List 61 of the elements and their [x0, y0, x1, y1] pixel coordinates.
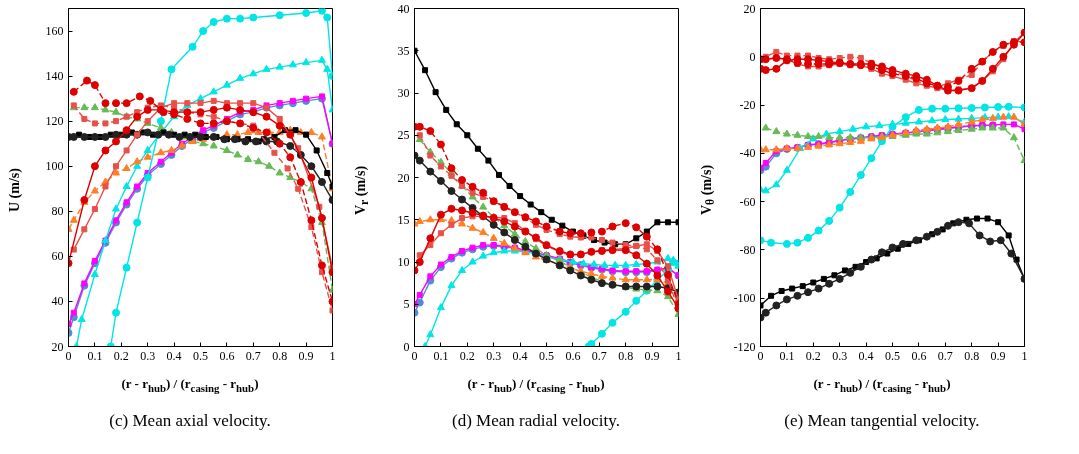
- y-tick-label: -20: [739, 98, 756, 113]
- y-tick-label: -100: [733, 291, 756, 306]
- x-tick-label: 0.9: [990, 348, 1006, 363]
- x-tick-label: 0.5: [885, 348, 900, 363]
- x-tick-label: 0.3: [832, 348, 848, 363]
- x-tick-label: 0.3: [140, 348, 156, 363]
- text: (d) Mean radial velocity.: [452, 410, 620, 432]
- x-axis-title: (r - r$_{hub}$) / (r$_{casing}$ - r$_{hub}$): [813, 375, 951, 396]
- x-axis-title: (r - r$_{hub}$) / (r$_{casing}$ - r$_{hub}$): [467, 375, 605, 396]
- x-axis-title: (r - r$_{hub}$) / (r$_{casing}$ - r$_{hub}$): [121, 375, 259, 396]
- y-tick-label: 40: [397, 1, 410, 16]
- y-tick-label: 35: [397, 43, 410, 58]
- text: (c) Mean axial velocity.: [109, 410, 271, 432]
- x-tick-label: 0.9: [298, 348, 314, 363]
- x-tick-label: 0.2: [805, 348, 821, 363]
- text: (e) Mean tangential velocity.: [784, 410, 980, 432]
- y-tick-label: 30: [397, 86, 410, 100]
- y-tick-label: -120: [733, 339, 756, 354]
- x-tick-label: 0.8: [272, 348, 288, 363]
- y-tick-label: 15: [397, 212, 410, 227]
- x-tick-label: 0.7: [591, 348, 607, 363]
- x-tick-label: 1: [329, 348, 336, 363]
- y-tick-label: 5: [403, 297, 410, 312]
- x-tick-label: 0.7: [245, 348, 261, 363]
- y-tick-label: 40: [51, 294, 64, 309]
- y-tick-label: 100: [45, 159, 64, 174]
- y-tick-label: 20: [397, 170, 410, 185]
- x-tick-label: 0.6: [565, 348, 581, 363]
- x-tick-label: 0.4: [166, 348, 182, 363]
- y-tick-label: 140: [45, 69, 64, 84]
- x-tick-label: 0.4: [858, 348, 874, 363]
- x-tick-label: 0.1: [87, 348, 103, 363]
- x-tick-label: 0.5: [193, 348, 208, 363]
- y-tick-label: 80: [51, 204, 64, 219]
- x-tick-label: 0.3: [486, 348, 502, 363]
- y-axis-title: U (m/s): [6, 168, 23, 212]
- y-tick-label: 10: [397, 255, 410, 269]
- y-tick-label: 160: [45, 24, 64, 39]
- x-tick-label: 1: [675, 348, 682, 363]
- x-tick-label: 0.7: [937, 348, 953, 363]
- y-tick-label: 60: [51, 249, 64, 264]
- x-tick-label: 0.6: [911, 348, 927, 363]
- x-tick-label: 0.2: [113, 348, 129, 363]
- x-tick-label: 0.2: [459, 348, 475, 363]
- y-tick-label: 20: [743, 1, 756, 16]
- y-tick-label: 20: [51, 339, 64, 354]
- x-tick-label: 0.8: [618, 348, 634, 363]
- y-tick-label: -60: [739, 194, 756, 209]
- x-tick-label: 1: [1021, 348, 1028, 363]
- y-tick-label: 120: [45, 114, 64, 129]
- x-tick-label: 0.1: [779, 348, 795, 363]
- x-tick-label: 0.8: [964, 348, 980, 363]
- x-tick-label: 0.9: [644, 348, 660, 363]
- y-tick-label: -80: [739, 242, 756, 257]
- x-tick-label: 0.4: [512, 348, 528, 363]
- y-tick-label: 0: [749, 49, 756, 64]
- x-tick-label: 0.6: [219, 348, 235, 363]
- y-tick-label: 25: [397, 128, 410, 143]
- x-tick-label: 0.1: [433, 348, 449, 363]
- x-tick-label: 0.5: [539, 348, 554, 363]
- y-tick-label: -40: [739, 146, 756, 161]
